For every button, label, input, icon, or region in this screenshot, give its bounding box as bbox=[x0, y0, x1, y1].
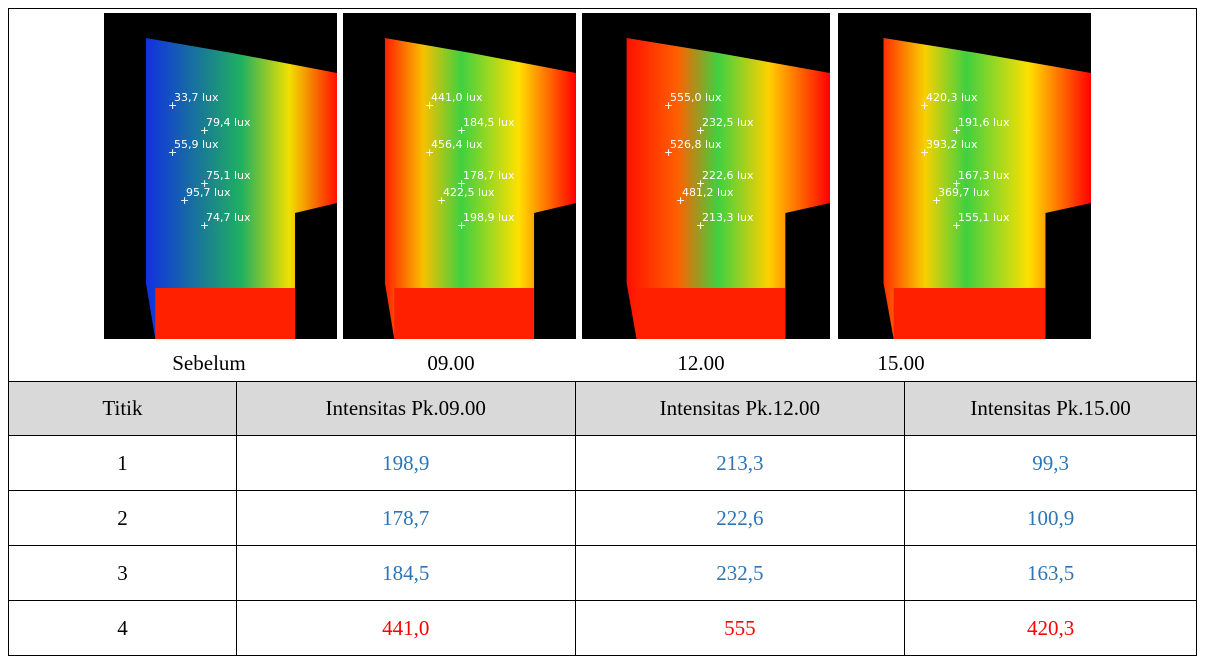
lux-label: 393,2 lux bbox=[926, 138, 978, 151]
table-cell: 2 bbox=[9, 491, 237, 546]
lux-label: 33,7 lux bbox=[174, 91, 219, 104]
lux-label: 75,1 lux bbox=[206, 169, 251, 182]
lux-label: 184,5 lux bbox=[463, 116, 515, 129]
floor bbox=[155, 288, 295, 339]
image-caption: 12.00 bbox=[661, 351, 741, 376]
floor bbox=[394, 288, 534, 339]
image-cell: +33,7 lux+79,4 lux+55,9 lux+75,1 lux+95,… bbox=[9, 9, 1197, 382]
table-cell: 163,5 bbox=[905, 546, 1197, 601]
table-cell: 1 bbox=[9, 436, 237, 491]
image-caption: 15.00 bbox=[861, 351, 941, 376]
thermal-image: +33,7 lux+79,4 lux+55,9 lux+75,1 lux+95,… bbox=[104, 13, 337, 339]
table-cell: 198,9 bbox=[236, 436, 575, 491]
table-cell: 222,6 bbox=[575, 491, 905, 546]
table-cell: 213,3 bbox=[575, 436, 905, 491]
table-cell: 3 bbox=[9, 546, 237, 601]
page: +33,7 lux+79,4 lux+55,9 lux+75,1 lux+95,… bbox=[0, 0, 1205, 652]
lux-label: 422,5 lux bbox=[443, 186, 495, 199]
table-cell: 441,0 bbox=[236, 601, 575, 656]
lux-label: 191,6 lux bbox=[958, 116, 1010, 129]
floor bbox=[637, 288, 786, 339]
lux-label: 213,3 lux bbox=[702, 211, 754, 224]
header-cell: Intensitas Pk.12.00 bbox=[575, 382, 905, 436]
lux-label: 555,0 lux bbox=[670, 91, 722, 104]
image-caption: 09.00 bbox=[411, 351, 491, 376]
lux-label: 155,1 lux bbox=[958, 211, 1010, 224]
lux-label: 456,4 lux bbox=[431, 138, 483, 151]
lux-label: 369,7 lux bbox=[938, 186, 990, 199]
table-cell: 178,7 bbox=[236, 491, 575, 546]
lux-label: 526,8 lux bbox=[670, 138, 722, 151]
lux-label: 79,4 lux bbox=[206, 116, 251, 129]
floor bbox=[894, 288, 1046, 339]
lux-label: 222,6 lux bbox=[702, 169, 754, 182]
header-cell: Titik bbox=[9, 382, 237, 436]
table-cell: 4 bbox=[9, 601, 237, 656]
image-caption: Sebelum bbox=[169, 351, 249, 376]
lux-label: 74,7 lux bbox=[206, 211, 251, 224]
header-cell: Intensitas Pk.15.00 bbox=[905, 382, 1197, 436]
results-table: +33,7 lux+79,4 lux+55,9 lux+75,1 lux+95,… bbox=[8, 8, 1197, 656]
header-cell: Intensitas Pk.09.00 bbox=[236, 382, 575, 436]
thermal-image: +420,3 lux+191,6 lux+393,2 lux+167,3 lux… bbox=[838, 13, 1091, 339]
table-cell: 100,9 bbox=[905, 491, 1197, 546]
lux-label: 167,3 lux bbox=[958, 169, 1010, 182]
table-cell: 232,5 bbox=[575, 546, 905, 601]
table-cell: 99,3 bbox=[905, 436, 1197, 491]
table-cell: 555 bbox=[575, 601, 905, 656]
lux-label: 232,5 lux bbox=[702, 116, 754, 129]
image-row: +33,7 lux+79,4 lux+55,9 lux+75,1 lux+95,… bbox=[9, 9, 1197, 382]
lux-label: 95,7 lux bbox=[186, 186, 231, 199]
table-cell: 184,5 bbox=[236, 546, 575, 601]
lux-label: 55,9 lux bbox=[174, 138, 219, 151]
lux-label: 441,0 lux bbox=[431, 91, 483, 104]
lux-label: 481,2 lux bbox=[682, 186, 734, 199]
lux-label: 198,9 lux bbox=[463, 211, 515, 224]
lux-label: 178,7 lux bbox=[463, 169, 515, 182]
table-cell: 420,3 bbox=[905, 601, 1197, 656]
thermal-image: +555,0 lux+232,5 lux+526,8 lux+222,6 lux… bbox=[582, 13, 830, 339]
lux-label: 420,3 lux bbox=[926, 91, 978, 104]
thermal-image: +441,0 lux+184,5 lux+456,4 lux+178,7 lux… bbox=[343, 13, 576, 339]
